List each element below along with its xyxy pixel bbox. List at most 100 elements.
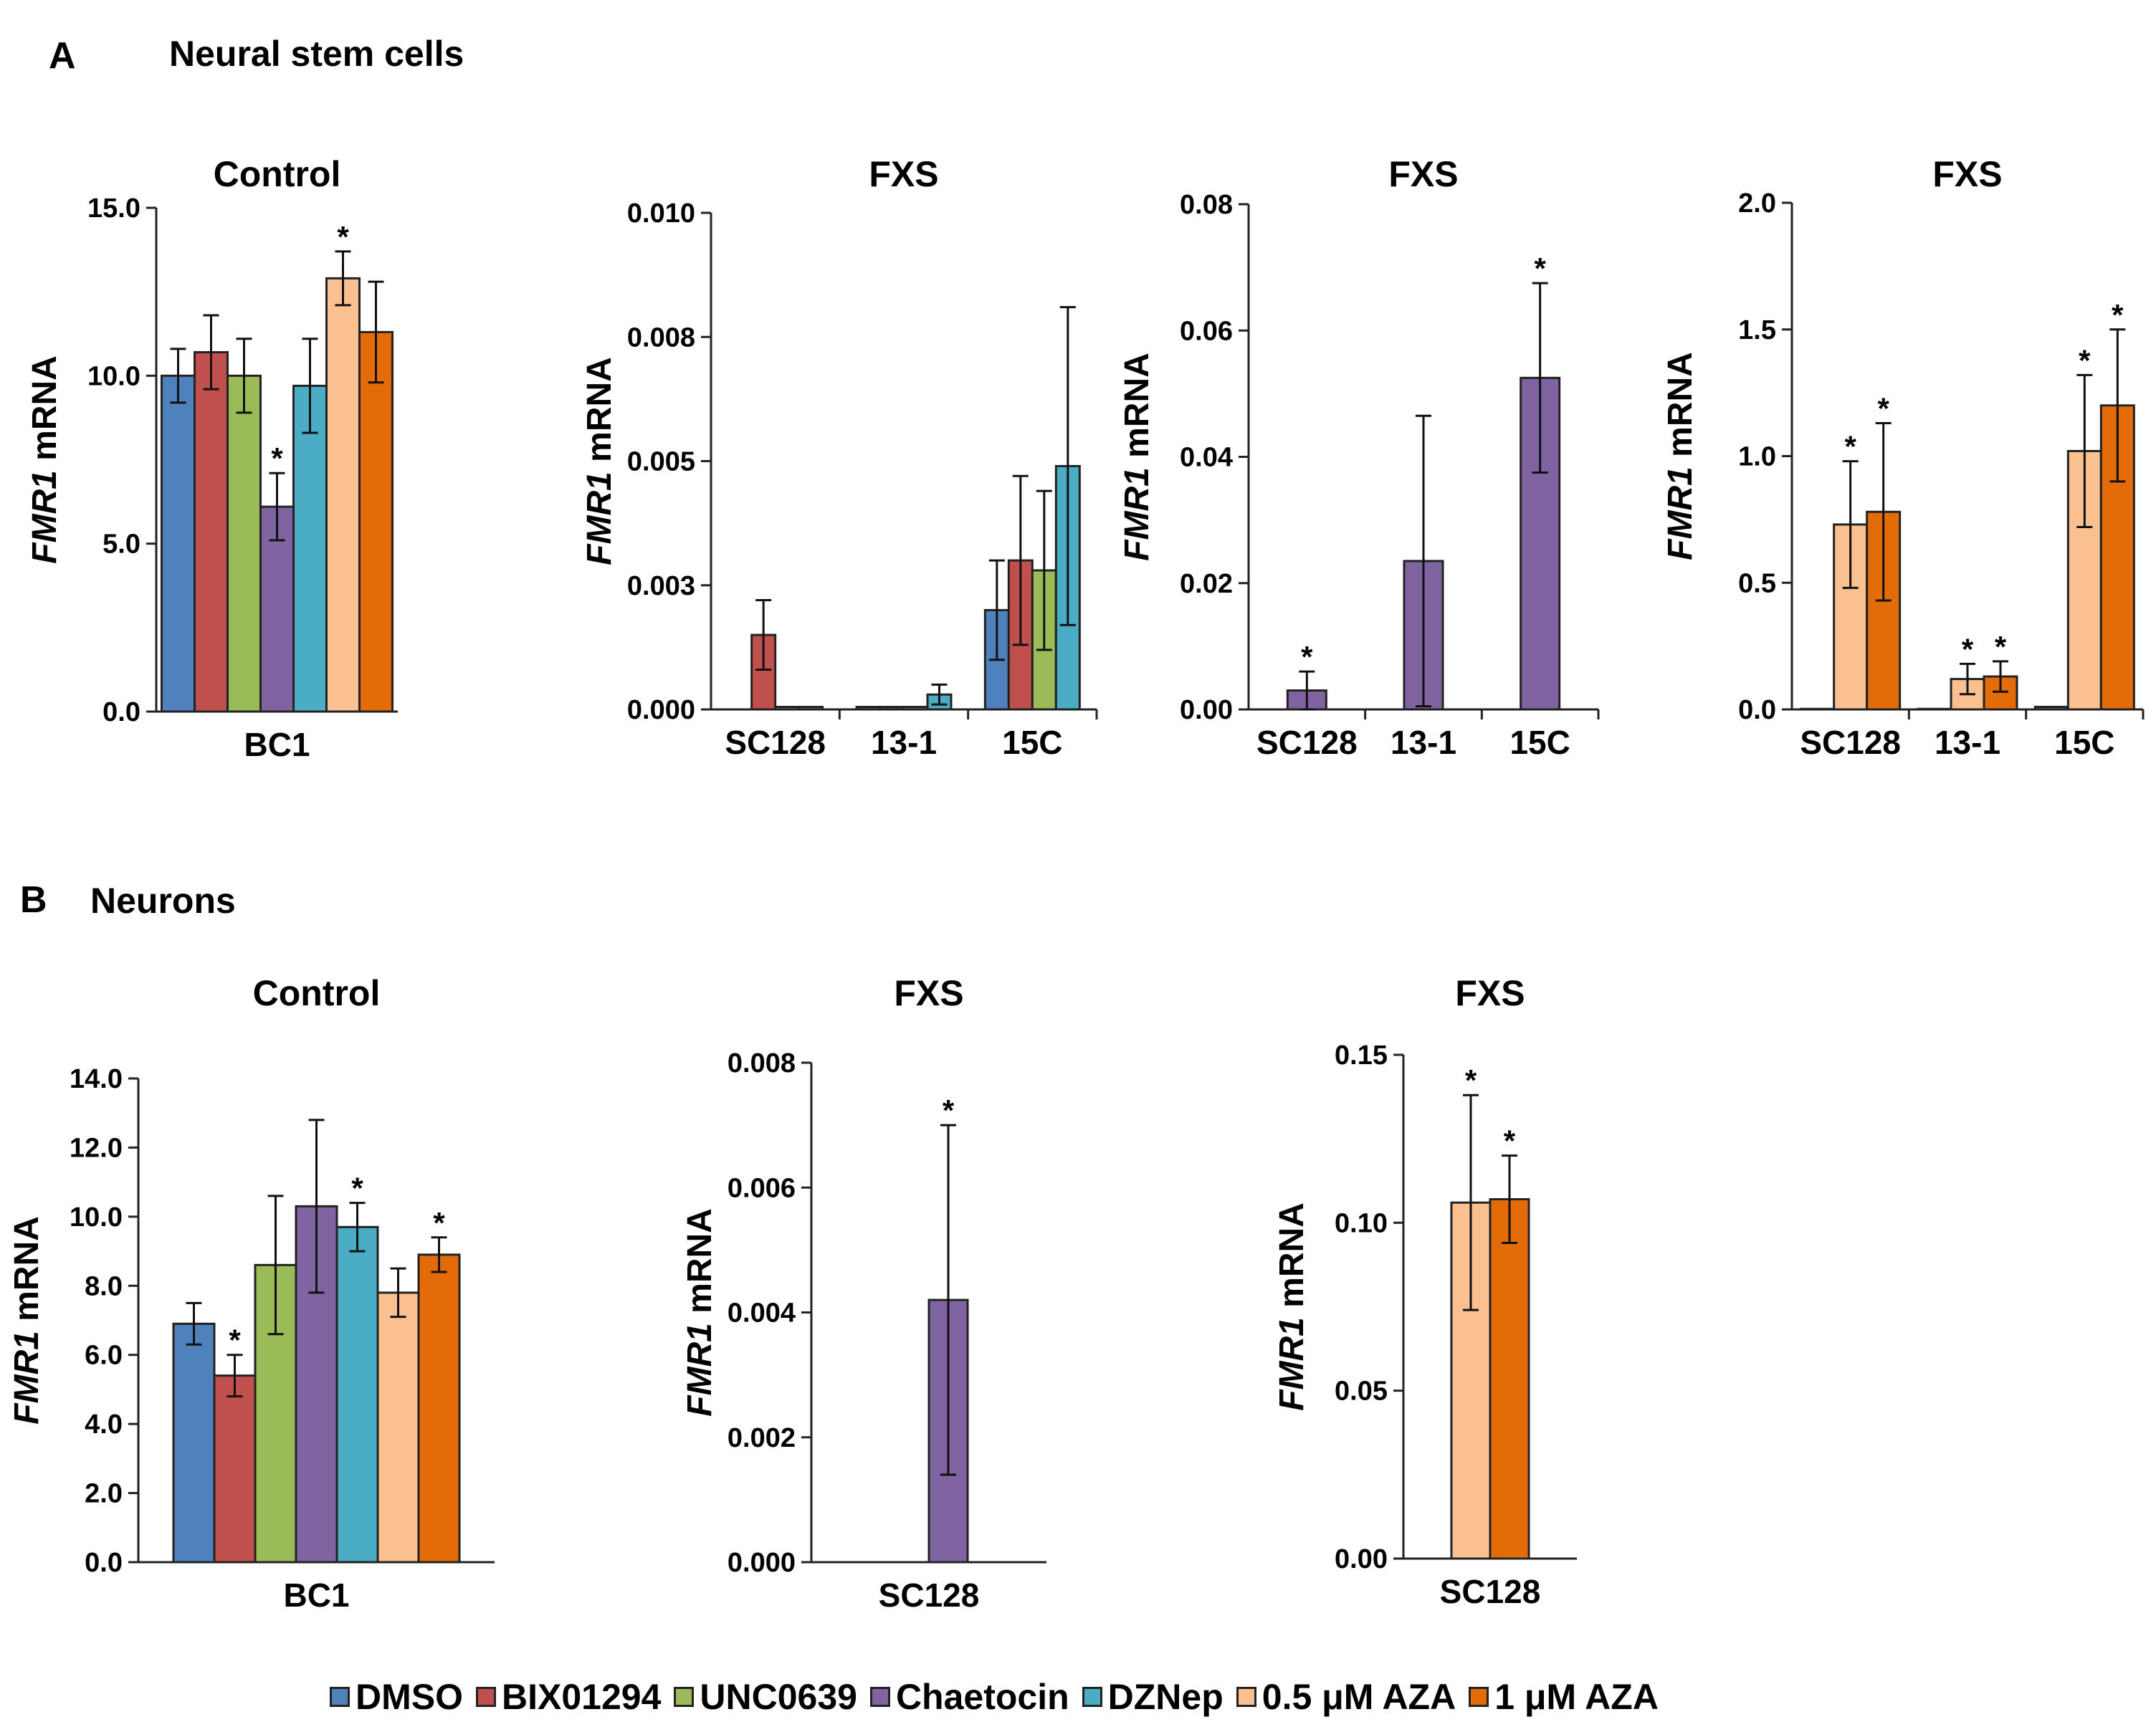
significance-star: * xyxy=(1844,430,1856,464)
y-axis-label: FMR1 mRNA xyxy=(8,1216,46,1425)
y-tick-label: 10.0 xyxy=(70,1202,123,1233)
bar xyxy=(325,277,361,713)
legend-label: BIX01294 xyxy=(502,1677,662,1717)
chart-b-fxs-2: FXS FMR1 mRNA 0.00 0.05 0.10 0.15 SC128 * * xyxy=(1273,973,1577,1610)
x-tick-label: 13-1 xyxy=(1391,724,1456,761)
x-tick-label: SC128 xyxy=(879,1576,980,1614)
legend-swatch xyxy=(674,1687,695,1707)
legend-swatch xyxy=(1082,1687,1102,1707)
y-tick-label: 0.000 xyxy=(728,1548,796,1578)
y-tick-label: 0.06 xyxy=(1180,316,1233,346)
y-tick-label: 0.0 xyxy=(1738,695,1776,725)
bar xyxy=(213,1374,257,1564)
x-tick-label: SC128 xyxy=(725,724,826,761)
bar xyxy=(855,706,882,711)
chart-a-fxs-1: FXS FMR1 mRNA 0.000 0.003 0.005 0.008 0.010 SC1… xyxy=(581,154,1098,761)
y-tick-label: 1.0 xyxy=(1738,442,1776,472)
bar xyxy=(172,1322,216,1564)
y-axis-label: FMR1 mRNA xyxy=(1661,352,1699,560)
significance-star: * xyxy=(271,441,283,475)
significance-star: * xyxy=(229,1324,241,1357)
y-axis-label-unit: mRNA xyxy=(581,357,619,472)
legend-label: 0.5 μM AZA xyxy=(1261,1677,1456,1717)
x-tick-label: BC1 xyxy=(244,726,310,763)
chart-title: FXS xyxy=(869,154,938,194)
x-tick-label: 13-1 xyxy=(1935,724,2000,761)
y-axis-label-unit: mRNA xyxy=(1118,353,1156,467)
significance-star: * xyxy=(1301,640,1313,674)
bar xyxy=(902,706,929,711)
legend-swatch xyxy=(476,1687,496,1707)
x-tick-label: BC1 xyxy=(283,1576,349,1614)
chart-title: FXS xyxy=(894,973,963,1013)
bar xyxy=(358,330,393,713)
panel-b-title: Neurons xyxy=(90,881,236,921)
x-tick-label: 13-1 xyxy=(871,724,937,761)
y-axis-label-unit: mRNA xyxy=(1661,352,1699,467)
significance-star: * xyxy=(433,1206,445,1240)
bar xyxy=(226,374,262,713)
y-tick-label: 0.000 xyxy=(627,695,695,725)
y-tick-label: 0.004 xyxy=(728,1298,796,1329)
y-tick-label: 0.002 xyxy=(728,1423,796,1453)
significance-star: * xyxy=(1504,1124,1516,1158)
y-tick-label: 0.10 xyxy=(1335,1208,1388,1238)
y-tick-label: 0.010 xyxy=(627,198,695,229)
chart-a-fxs-3: FXS FMR1 mRNA 0.0 0.5 1.0 1.5 2.0 SC128 * * 13-1 * *… xyxy=(1661,154,2145,761)
chart-b-fxs-1: FXS FMR1 mRNA 0.000 0.002 0.004 0.006 0.008 SC1… xyxy=(681,973,1046,1614)
legend-label: Chaetocin xyxy=(895,1677,1069,1717)
y-tick-label: 0.008 xyxy=(627,322,695,353)
chart-a-fxs-2: FXS FMR1 mRNA 0.00 0.02 0.04 0.06 0.08 SC128 * 13… xyxy=(1118,154,1600,761)
y-axis-label-unit: mRNA xyxy=(681,1208,719,1323)
legend-swatch xyxy=(869,1687,890,1707)
significance-star: * xyxy=(943,1094,955,1127)
significance-star: * xyxy=(351,1172,363,1205)
significance-star: * xyxy=(1534,252,1546,285)
y-axis-label-unit: mRNA xyxy=(26,355,64,470)
legend-label: 1 μM AZA xyxy=(1494,1677,1659,1717)
panel-a-title: Neural stem cells xyxy=(169,34,464,74)
y-axis-label-gene: FMR1 xyxy=(26,470,64,564)
bar xyxy=(798,706,824,711)
significance-star: * xyxy=(1465,1063,1477,1097)
bar xyxy=(417,1253,461,1564)
y-tick-label: 0.02 xyxy=(1180,569,1233,599)
y-axis-label: FMR1 mRNA xyxy=(681,1208,719,1417)
x-tick-label: 15C xyxy=(1002,724,1062,761)
y-axis-label: FMR1 mRNA xyxy=(26,355,64,564)
chart-title: Control xyxy=(214,154,341,194)
y-tick-label: 0.0 xyxy=(85,1548,123,1578)
y-axis-label-unit: mRNA xyxy=(8,1216,46,1331)
x-tick-label: 15C xyxy=(2054,724,2114,761)
y-axis-label: FMR1 mRNA xyxy=(581,357,619,565)
bar xyxy=(335,1225,379,1564)
significance-star: * xyxy=(2079,343,2091,377)
bar xyxy=(292,384,328,713)
y-tick-label: 5.0 xyxy=(102,530,140,560)
legend-swatch xyxy=(1236,1687,1256,1707)
y-axis-label-gene: FMR1 xyxy=(1273,1317,1311,1411)
significance-star: * xyxy=(1877,392,1889,426)
y-tick-label: 0.15 xyxy=(1335,1040,1388,1071)
y-axis-label-gene: FMR1 xyxy=(8,1331,46,1425)
legend-item: BIX01294 xyxy=(476,1676,661,1718)
y-axis-label: FMR1 mRNA xyxy=(1118,353,1156,561)
y-axis-label-gene: FMR1 xyxy=(1118,467,1156,561)
x-tick-label: SC128 xyxy=(1440,1573,1541,1610)
chart-title: Control xyxy=(253,973,381,1013)
y-tick-label: 10.0 xyxy=(87,361,140,391)
y-axis-label: FMR1 mRNA xyxy=(1273,1202,1311,1411)
legend: DMSO BIX01294 UNC0639 Chaetocin DZNep 0.5 μM … xyxy=(330,1675,1671,1718)
y-axis-label-gene: FMR1 xyxy=(681,1323,719,1417)
y-tick-label: 6.0 xyxy=(85,1341,123,1371)
legend-label: DMSO xyxy=(356,1677,463,1717)
panel-a-letter: A xyxy=(49,35,76,77)
significance-star: * xyxy=(2112,298,2124,332)
y-tick-label: 15.0 xyxy=(87,193,140,224)
chart-title: FXS xyxy=(1455,973,1525,1013)
significance-star: * xyxy=(1962,632,1974,666)
y-tick-label: 12.0 xyxy=(70,1133,123,1163)
legend-swatch xyxy=(1469,1687,1489,1707)
y-axis-label-gene: FMR1 xyxy=(581,472,619,565)
